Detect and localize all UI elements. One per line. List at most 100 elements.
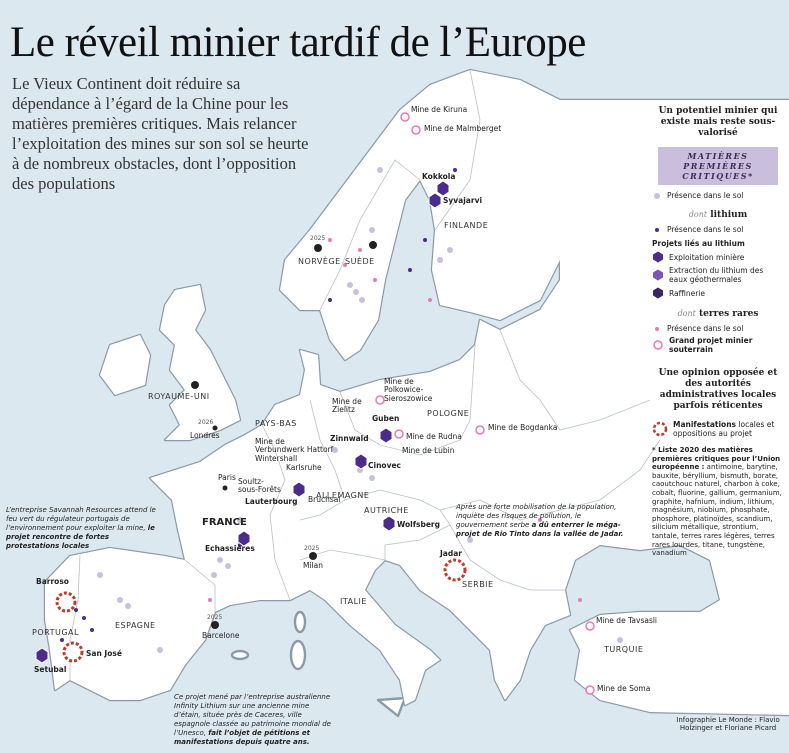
city-label: Paris bbox=[218, 473, 236, 482]
legend-swatch bbox=[655, 326, 659, 331]
legend-item: Présence dans le sol bbox=[652, 191, 784, 200]
legend-prefix: dont bbox=[688, 210, 708, 219]
legend-swatch bbox=[653, 269, 663, 281]
site-label: Mine de Polkowice-Sieroszowice bbox=[384, 377, 433, 403]
site-label: Mine de Malmberget bbox=[424, 124, 502, 133]
site-label: Mine de Tavsasli bbox=[596, 616, 658, 625]
legend-label: Présence dans le sol bbox=[667, 191, 744, 200]
critical-material-dots bbox=[97, 167, 623, 653]
year-label: 2025 bbox=[304, 545, 320, 552]
legend-label: Exploitation minière bbox=[669, 252, 745, 262]
legend-swatch bbox=[653, 287, 663, 299]
country-label: ALLEMAGNE bbox=[316, 491, 370, 500]
site-label: Kokkola bbox=[422, 172, 456, 181]
note-text: Ce projet mené par l’entreprise australi… bbox=[174, 693, 331, 737]
annotation: Après une forte mobilisation de la popul… bbox=[456, 503, 626, 539]
site-label: Barroso bbox=[36, 577, 69, 586]
site-label: Lauterbourg bbox=[245, 497, 298, 506]
country-label: AUTRICHE bbox=[364, 506, 409, 515]
site-label: Mine de Rudna bbox=[406, 432, 462, 441]
site-label: Mine de Soma bbox=[597, 684, 651, 693]
site-label: Soultz-sous-Forêts bbox=[238, 477, 281, 495]
legend-swatch bbox=[652, 421, 668, 437]
subtitle: Le Vieux Continent doit réduire sa dépen… bbox=[12, 74, 309, 193]
city-label: Barcelone bbox=[202, 631, 240, 640]
legend-label: Manifestations locales et oppositions au… bbox=[673, 420, 784, 438]
note-text: L’entreprise Savannah Resources attend l… bbox=[6, 506, 156, 532]
legend-label: Grand projet minier souterrain bbox=[669, 336, 753, 354]
legend-prefix: dont bbox=[677, 309, 696, 318]
note-emphasis: a dû enterrer le méga-projet de Rio Tint… bbox=[456, 521, 624, 538]
country-label: ROYAUME-UNI bbox=[148, 392, 210, 401]
year-label: 2025 bbox=[310, 235, 326, 242]
legend-box: MATIÈRES PREMIÈRES CRITIQUES* bbox=[658, 147, 778, 185]
legend-subheading: dont lithium bbox=[652, 210, 784, 220]
lithium-project-markers bbox=[35, 180, 450, 664]
country-label: SERBIE bbox=[462, 580, 494, 589]
country-label: POLOGNE bbox=[427, 409, 470, 418]
site-label: Echassières bbox=[205, 544, 255, 553]
legend-emphasis: Manifestations bbox=[673, 420, 737, 429]
legend-item: Présence dans le sol bbox=[652, 225, 784, 234]
site-label: Mine de Kiruna bbox=[411, 105, 468, 114]
site-label: Guben bbox=[372, 414, 400, 423]
site-label: Mine de Zielitz bbox=[332, 397, 362, 415]
legend-item: Présence dans le sol bbox=[652, 324, 784, 333]
legend-label: Raffinerie bbox=[669, 288, 706, 298]
footnote: * Liste 2020 des matières premières crit… bbox=[652, 446, 784, 558]
annotation: Ce projet mené par l’entreprise australi… bbox=[174, 693, 334, 747]
site-label: Karlsruhe bbox=[286, 463, 322, 472]
country-label: PAYS-BAS bbox=[255, 419, 297, 428]
borders bbox=[69, 69, 661, 680]
note-text: Après une forte mobilisation de la popul… bbox=[456, 503, 617, 529]
site-label: Mine de Lubin bbox=[402, 446, 455, 455]
footnote-text: antimoine, barytine, bauxite, béryllium,… bbox=[652, 463, 782, 558]
site-label: Jadar bbox=[440, 549, 462, 558]
city-markers bbox=[191, 241, 377, 629]
country-label: ESPAGNE bbox=[115, 621, 156, 630]
legend-swatch bbox=[654, 192, 660, 199]
legend-swatch bbox=[653, 251, 663, 263]
country-label: FINLANDE bbox=[444, 221, 489, 230]
site-label: Setubal bbox=[34, 665, 67, 674]
year-label: 2025 bbox=[207, 614, 223, 621]
legend-heading: Une opinion opposée et des autorités adm… bbox=[658, 368, 778, 411]
legend-swatch bbox=[655, 227, 659, 232]
country-label: PORTUGAL bbox=[32, 628, 79, 637]
site-label: Zinnwald bbox=[330, 434, 369, 443]
site-label: San José bbox=[86, 649, 122, 658]
city-label: Londres bbox=[190, 431, 220, 440]
country-label: FRANCE bbox=[202, 517, 247, 528]
legend: Un potentiel minier qui existe mais rest… bbox=[652, 106, 784, 558]
site-label: Syvajarvi bbox=[443, 196, 483, 205]
legend-swatch bbox=[653, 340, 663, 350]
country-label: SUÈDE bbox=[345, 257, 375, 266]
title: Le réveil minier tardif de l’Europe bbox=[10, 19, 586, 66]
legend-item: Exploitation minière bbox=[652, 251, 784, 263]
legend-subheading: Projets liés au lithium bbox=[652, 239, 745, 248]
year-label: 2026 bbox=[198, 419, 214, 426]
site-label: Cinovec bbox=[368, 461, 401, 470]
legend-label: Extraction du lithium des eaux géotherma… bbox=[669, 266, 764, 284]
site-label: Wolfsberg bbox=[397, 520, 440, 529]
mine-markers bbox=[375, 112, 595, 695]
country-label: ITALIE bbox=[340, 597, 367, 606]
country-label: NORVÈGE bbox=[298, 257, 341, 266]
legend-subtitle: lithium bbox=[710, 210, 748, 220]
country-label: TURQUIE bbox=[604, 645, 644, 654]
note-emphasis: fait l’objet de pétitions et manifestati… bbox=[174, 729, 310, 746]
site-label: Bruchsal bbox=[308, 495, 341, 504]
legend-item: Raffinerie bbox=[652, 287, 784, 299]
credit: Infographie Le Monde : Flavio Holzinger … bbox=[676, 716, 780, 732]
site-label: Mine de Verbundwerk Hattorf Wintershall bbox=[255, 437, 334, 463]
legend-label: Présence dans le sol bbox=[667, 324, 744, 333]
legend-heading: Un potentiel minier qui existe mais rest… bbox=[658, 106, 778, 138]
note-emphasis: le projet rencontre de fortes protestati… bbox=[6, 524, 155, 550]
legend-text: locales et oppositions au projet bbox=[673, 420, 775, 438]
protest-markers bbox=[55, 558, 467, 663]
city-label: Milan bbox=[303, 561, 323, 570]
